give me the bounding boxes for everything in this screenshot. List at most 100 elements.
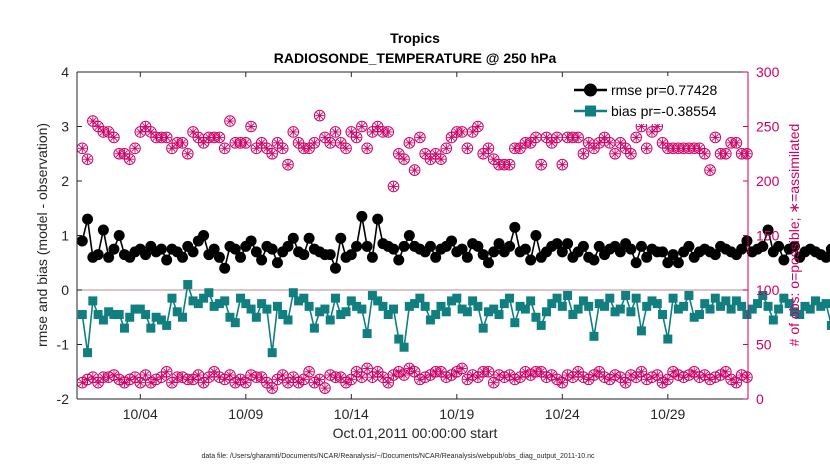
obs-asterisk-stroke [732,379,740,387]
obs-asterisk-stroke [426,155,434,163]
obs-point [741,371,753,384]
obs-circle [224,115,236,127]
rmse-point [398,240,410,252]
obs-asterisk-stroke [622,144,630,152]
obs-asterisk-stroke [506,161,514,169]
bias-point [636,326,646,336]
obs-circle [213,131,226,144]
obs-circle [382,126,395,138]
obs-point [704,164,716,176]
obs-asterisk-stroke [94,379,102,387]
obs-point [224,369,236,381]
obs-asterisk-stroke [611,150,619,158]
obs-circle [240,137,252,149]
obs-circle [350,131,363,144]
bias-point [468,296,478,306]
bias-point [352,301,362,311]
obs-point [398,369,410,381]
obs-point [387,180,400,193]
obs-circle [414,131,426,144]
obs-asterisk-stroke [321,384,329,392]
obs-asterisk-stroke [463,375,471,383]
obs-possible-series [76,109,753,193]
bias-point [278,310,288,320]
obs-circle [403,137,416,149]
bias-point [119,323,129,333]
bias-point [647,296,657,306]
obs-asterisk-stroke [442,144,450,152]
obs-asterisk-stroke [722,368,730,376]
obs-asterisk-stroke [474,373,482,381]
obs-point [134,376,147,389]
obs-point [224,115,236,127]
bias-point [325,315,335,325]
obs-circle [181,147,194,160]
obs-circle [482,365,495,378]
obs-asterisk-stroke [516,373,524,381]
obs-asterisk-stroke [226,117,234,125]
obs-point [81,153,94,165]
obs-asterisk-stroke [120,379,128,387]
obs-asterisk-stroke [732,139,740,147]
obs-circle [482,142,495,155]
obs-asterisk-stroke [643,144,651,152]
rmse-point [366,251,378,263]
obs-circle [387,180,400,193]
obs-point [392,147,405,160]
rmse-point [757,240,769,252]
obs-asterisk-stroke [453,368,461,376]
obs-circle [630,131,642,144]
obs-asterisk-stroke [316,375,324,383]
bias-point [652,299,662,309]
obs-asterisk-stroke [416,133,424,141]
obs-point [313,109,326,122]
rmse-point [245,235,257,247]
obs-asterisk-stroke [305,144,313,152]
obs-asterisk-stroke [374,368,382,376]
bias-point [83,348,93,358]
obs-point [319,382,331,394]
bias-point [114,310,124,320]
bias-point [816,301,826,311]
obs-circle [440,142,453,155]
obs-asterisk-stroke [279,371,287,379]
obs-point [340,142,352,155]
obs-point [556,376,569,389]
obs-point [456,362,468,375]
obs-point [730,137,743,149]
obs-asterisk-stroke [669,368,677,376]
bias-point [225,312,235,322]
obs-point [640,142,653,155]
obs-point [698,147,711,160]
obs-point [123,153,136,165]
obs-asterisk-stroke [242,139,250,147]
bias-point [499,299,509,309]
obs-circle [218,142,231,155]
obs-asterisk-stroke [131,373,139,381]
rmse-point [161,254,173,266]
legend-box [568,76,742,124]
bias-point [135,304,145,314]
bias-point [531,312,541,322]
obs-point [240,376,252,389]
bias-point [489,304,499,314]
obs-point [720,147,732,160]
rmse-point [76,235,88,247]
bias-point [130,304,140,314]
bias-point [447,296,457,306]
x-tick-label: 10/09 [228,406,263,422]
obs-asterisk-stroke [358,373,366,381]
rmse-point [493,238,505,250]
obs-point [487,376,500,389]
rmse-point [556,246,568,258]
bias-point [383,310,393,320]
bias-point [246,304,256,314]
obs-point [693,142,706,155]
bias-point [541,307,551,317]
rmse-point [140,249,152,261]
bias-point [257,299,267,309]
bias-point [167,293,177,303]
bias-point [515,301,525,311]
bias-point [584,301,594,311]
obs-asterisk-stroke [527,371,535,379]
